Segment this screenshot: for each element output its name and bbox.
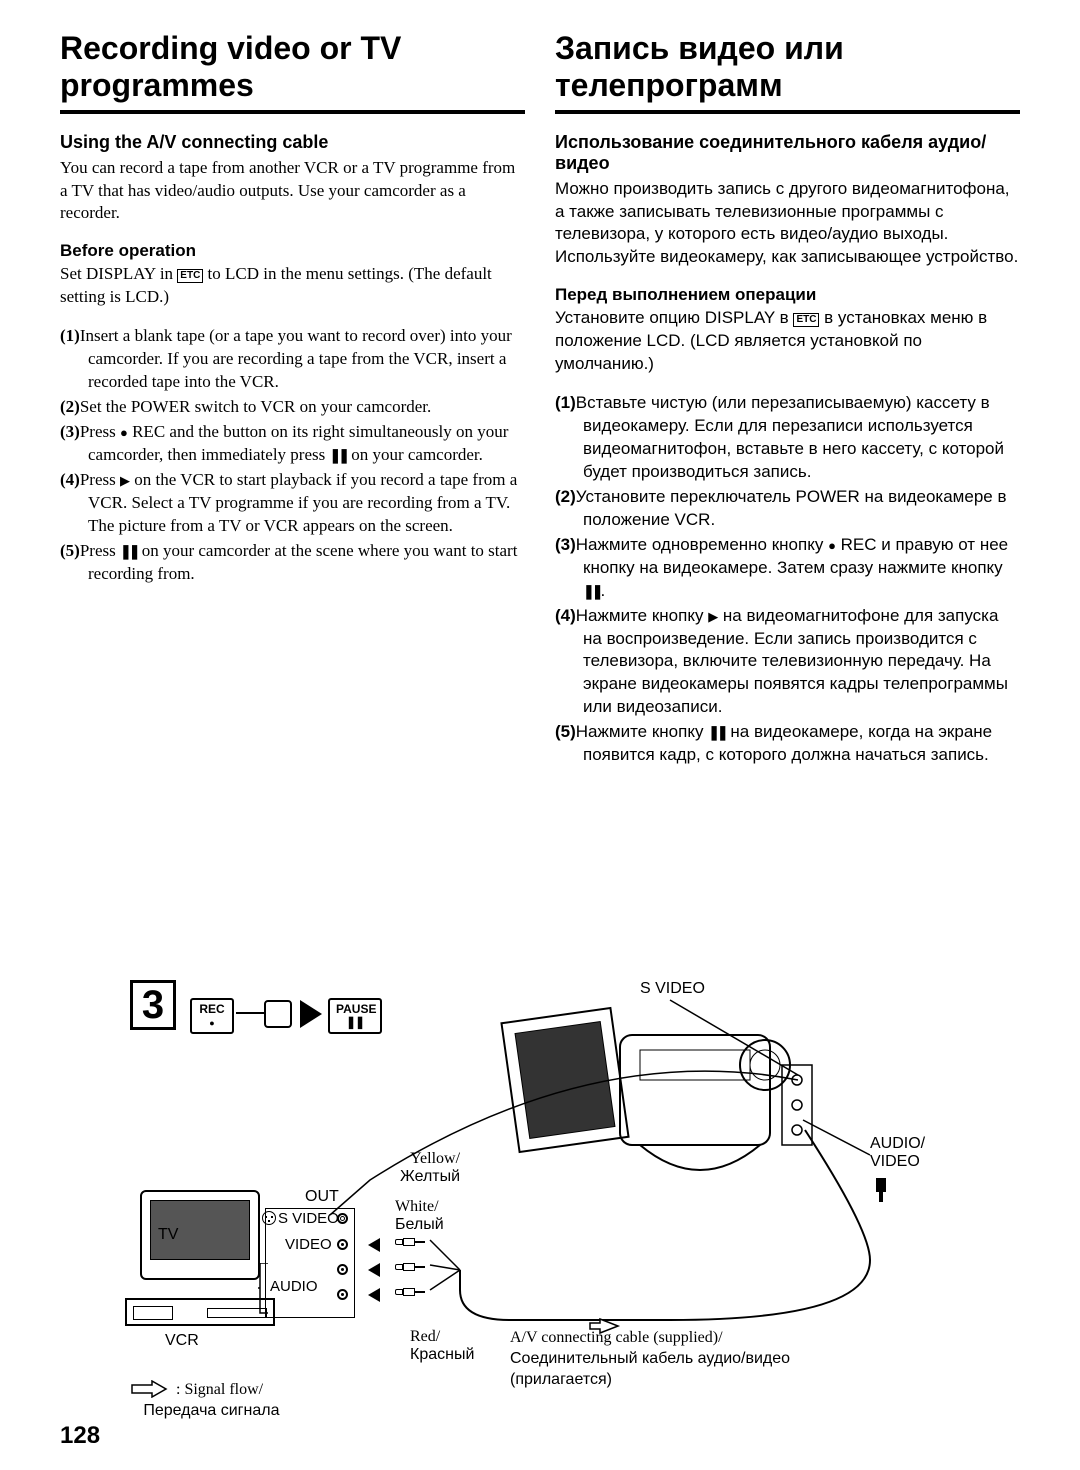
steps-ru: (1)Вставьте чистую (или перезаписываемую… — [555, 392, 1020, 767]
title-en: Recording video or TV programmes — [60, 30, 525, 104]
step-item: (4)Press ▶ on the VCR to start playback … — [60, 469, 525, 538]
step-item: (5)Нажмите кнопку ❚❚ на видеокамере, ког… — [555, 721, 1020, 767]
before-pre-en: Set DISPLAY in — [60, 264, 177, 283]
rec-label: REC — [199, 1002, 224, 1016]
plug-icon — [395, 1288, 425, 1296]
etc-icon: ETC — [793, 313, 819, 327]
step-item: (3)Нажмите одновременно кнопку ● REC и п… — [555, 534, 1020, 603]
plug-icon — [395, 1238, 425, 1246]
step-item: (4)Нажмите кнопку ▶ на видеомагнитофоне … — [555, 605, 1020, 720]
audio-label: AUDIO — [270, 1278, 318, 1295]
rec-button: REC● — [190, 998, 234, 1034]
blank-button-1 — [264, 1000, 292, 1028]
step-item: (3)Press ● REC and the button on its rig… — [60, 421, 525, 467]
before-pre-ru: Установите опцию DISPLAY в — [555, 308, 793, 327]
step-item: (1)Вставьте чистую (или перезаписываемую… — [555, 392, 1020, 484]
plug-icon — [395, 1263, 425, 1271]
vcr-illustration — [125, 1298, 275, 1326]
pause-button: PAUSE❚❚ — [328, 998, 382, 1034]
step-box: 3 — [130, 980, 176, 1030]
before-heading-en: Before operation — [60, 241, 525, 261]
subtitle-en: Using the A/V connecting cable — [60, 132, 525, 153]
yellow-label: Yellow/ Желтый — [400, 1150, 460, 1186]
camcorder-illustration — [500, 995, 830, 1215]
rule-ru — [555, 110, 1020, 114]
arrow-left-icon — [368, 1288, 380, 1302]
right-column: Запись видео или телепрограмм Использова… — [555, 30, 1020, 769]
av-cable-label: A/V connecting cable (supplied)/ Соедини… — [510, 1328, 790, 1390]
signal-flow-legend: : Signal flow/ Передача сигнала — [130, 1380, 279, 1422]
subtitle-ru: Использование соединительного кабеля ауд… — [555, 132, 1020, 174]
title-ru: Запись видео или телепрограмм — [555, 30, 1020, 104]
step-item: (2)Set the POWER switch to VCR on your c… — [60, 396, 525, 419]
out-label: OUT — [305, 1188, 339, 1206]
vcr-label: VCR — [165, 1332, 199, 1350]
left-column: Recording video or TV programmes Using t… — [60, 30, 525, 769]
intro-ru: Можно производить запись с другого видео… — [555, 178, 1020, 270]
page-number: 128 — [60, 1422, 100, 1450]
etc-icon: ETC — [177, 269, 203, 283]
svideo-icon — [262, 1211, 276, 1225]
arrow-icon — [300, 1000, 322, 1028]
steps-en: (1)Insert a blank tape (or a tape you wa… — [60, 325, 525, 585]
audio-video-label: AUDIO/ VIDEO — [870, 1135, 925, 1171]
before-text-en: Set DISPLAY in ETC to LCD in the menu se… — [60, 263, 525, 309]
tv-label: TV — [158, 1226, 178, 1244]
white-label: White/ Белый — [395, 1198, 444, 1234]
svideo-label: S VIDEO — [278, 1210, 339, 1227]
video-label: VIDEO — [285, 1236, 332, 1253]
step-item: (1)Insert a blank tape (or a tape you wa… — [60, 325, 525, 394]
step-item: (5)Press ❚❚ on your camcorder at the sce… — [60, 540, 525, 586]
before-heading-ru: Перед выполнением операции — [555, 285, 1020, 305]
rule-en — [60, 110, 525, 114]
pause-label: PAUSE — [336, 1002, 376, 1016]
connection-diagram: 3 REC● PAUSE❚❚ S VIDEO — [110, 980, 1020, 1440]
before-text-ru: Установите опцию DISPLAY в ETC в установ… — [555, 307, 1020, 376]
intro-en: You can record a tape from another VCR o… — [60, 157, 525, 226]
red-label: Red/ Красный — [410, 1328, 474, 1364]
av-plug-icon — [870, 1178, 894, 1211]
signal-arrow-icon — [130, 1380, 168, 1398]
arrow-left-icon — [368, 1263, 380, 1277]
arrow-left-icon — [368, 1238, 380, 1252]
step-item: (2)Установите переключатель POWER на вид… — [555, 486, 1020, 532]
